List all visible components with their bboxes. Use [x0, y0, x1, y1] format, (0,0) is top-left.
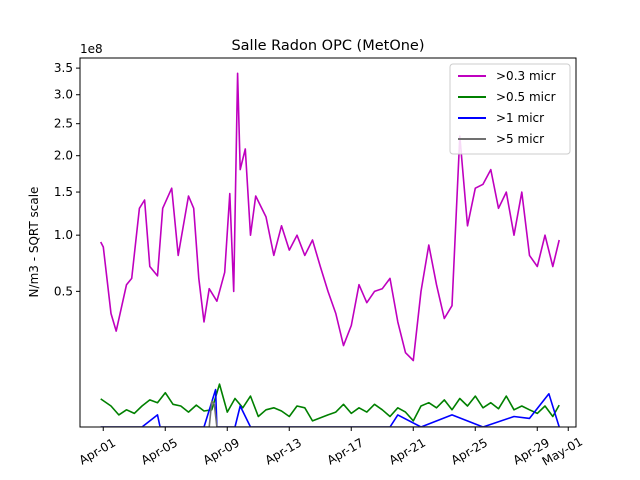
series-line-3 — [100, 388, 560, 427]
legend-label: >5 micr — [496, 132, 544, 146]
y-axis-offset-text: 1e8 — [80, 42, 103, 56]
series-layer — [99, 72, 560, 427]
legend-label: >0.5 micr — [496, 90, 556, 104]
legend: >0.3 micr >0.5 micr >1 micr >5 micr — [449, 63, 571, 155]
legend-label: >1 micr — [496, 111, 544, 125]
legend-label: >0.3 micr — [496, 69, 556, 83]
y-tick-label: 3.0 — [54, 88, 73, 102]
axes-frame — [79, 57, 577, 428]
series-line-4 — [100, 400, 560, 427]
y-tick-label: 2.0 — [54, 149, 73, 163]
y-tick-label: 3.5 — [54, 61, 73, 75]
chart-title: Salle Radon OPC (MetOne) — [231, 38, 424, 54]
y-tick-label: 1.0 — [54, 228, 73, 242]
series-line-2 — [100, 383, 560, 422]
plot-area: 0.51.01.52.02.53.03.5 Apr-01 Apr-05 Apr-09… — [54, 57, 585, 469]
y-axis-label: N/m3 - SQRT scale — [27, 187, 41, 298]
y-tick-label: 2.5 — [54, 117, 73, 131]
y-tick-label: 1.5 — [54, 185, 73, 199]
y-axis-ticks: 0.5 1.0 1.5 2.0 2.5 3.0 3.5 — [54, 61, 80, 298]
y-tick-label: 0.5 — [54, 284, 73, 298]
legend-box — [449, 63, 571, 155]
series-line-1 — [99, 72, 560, 362]
